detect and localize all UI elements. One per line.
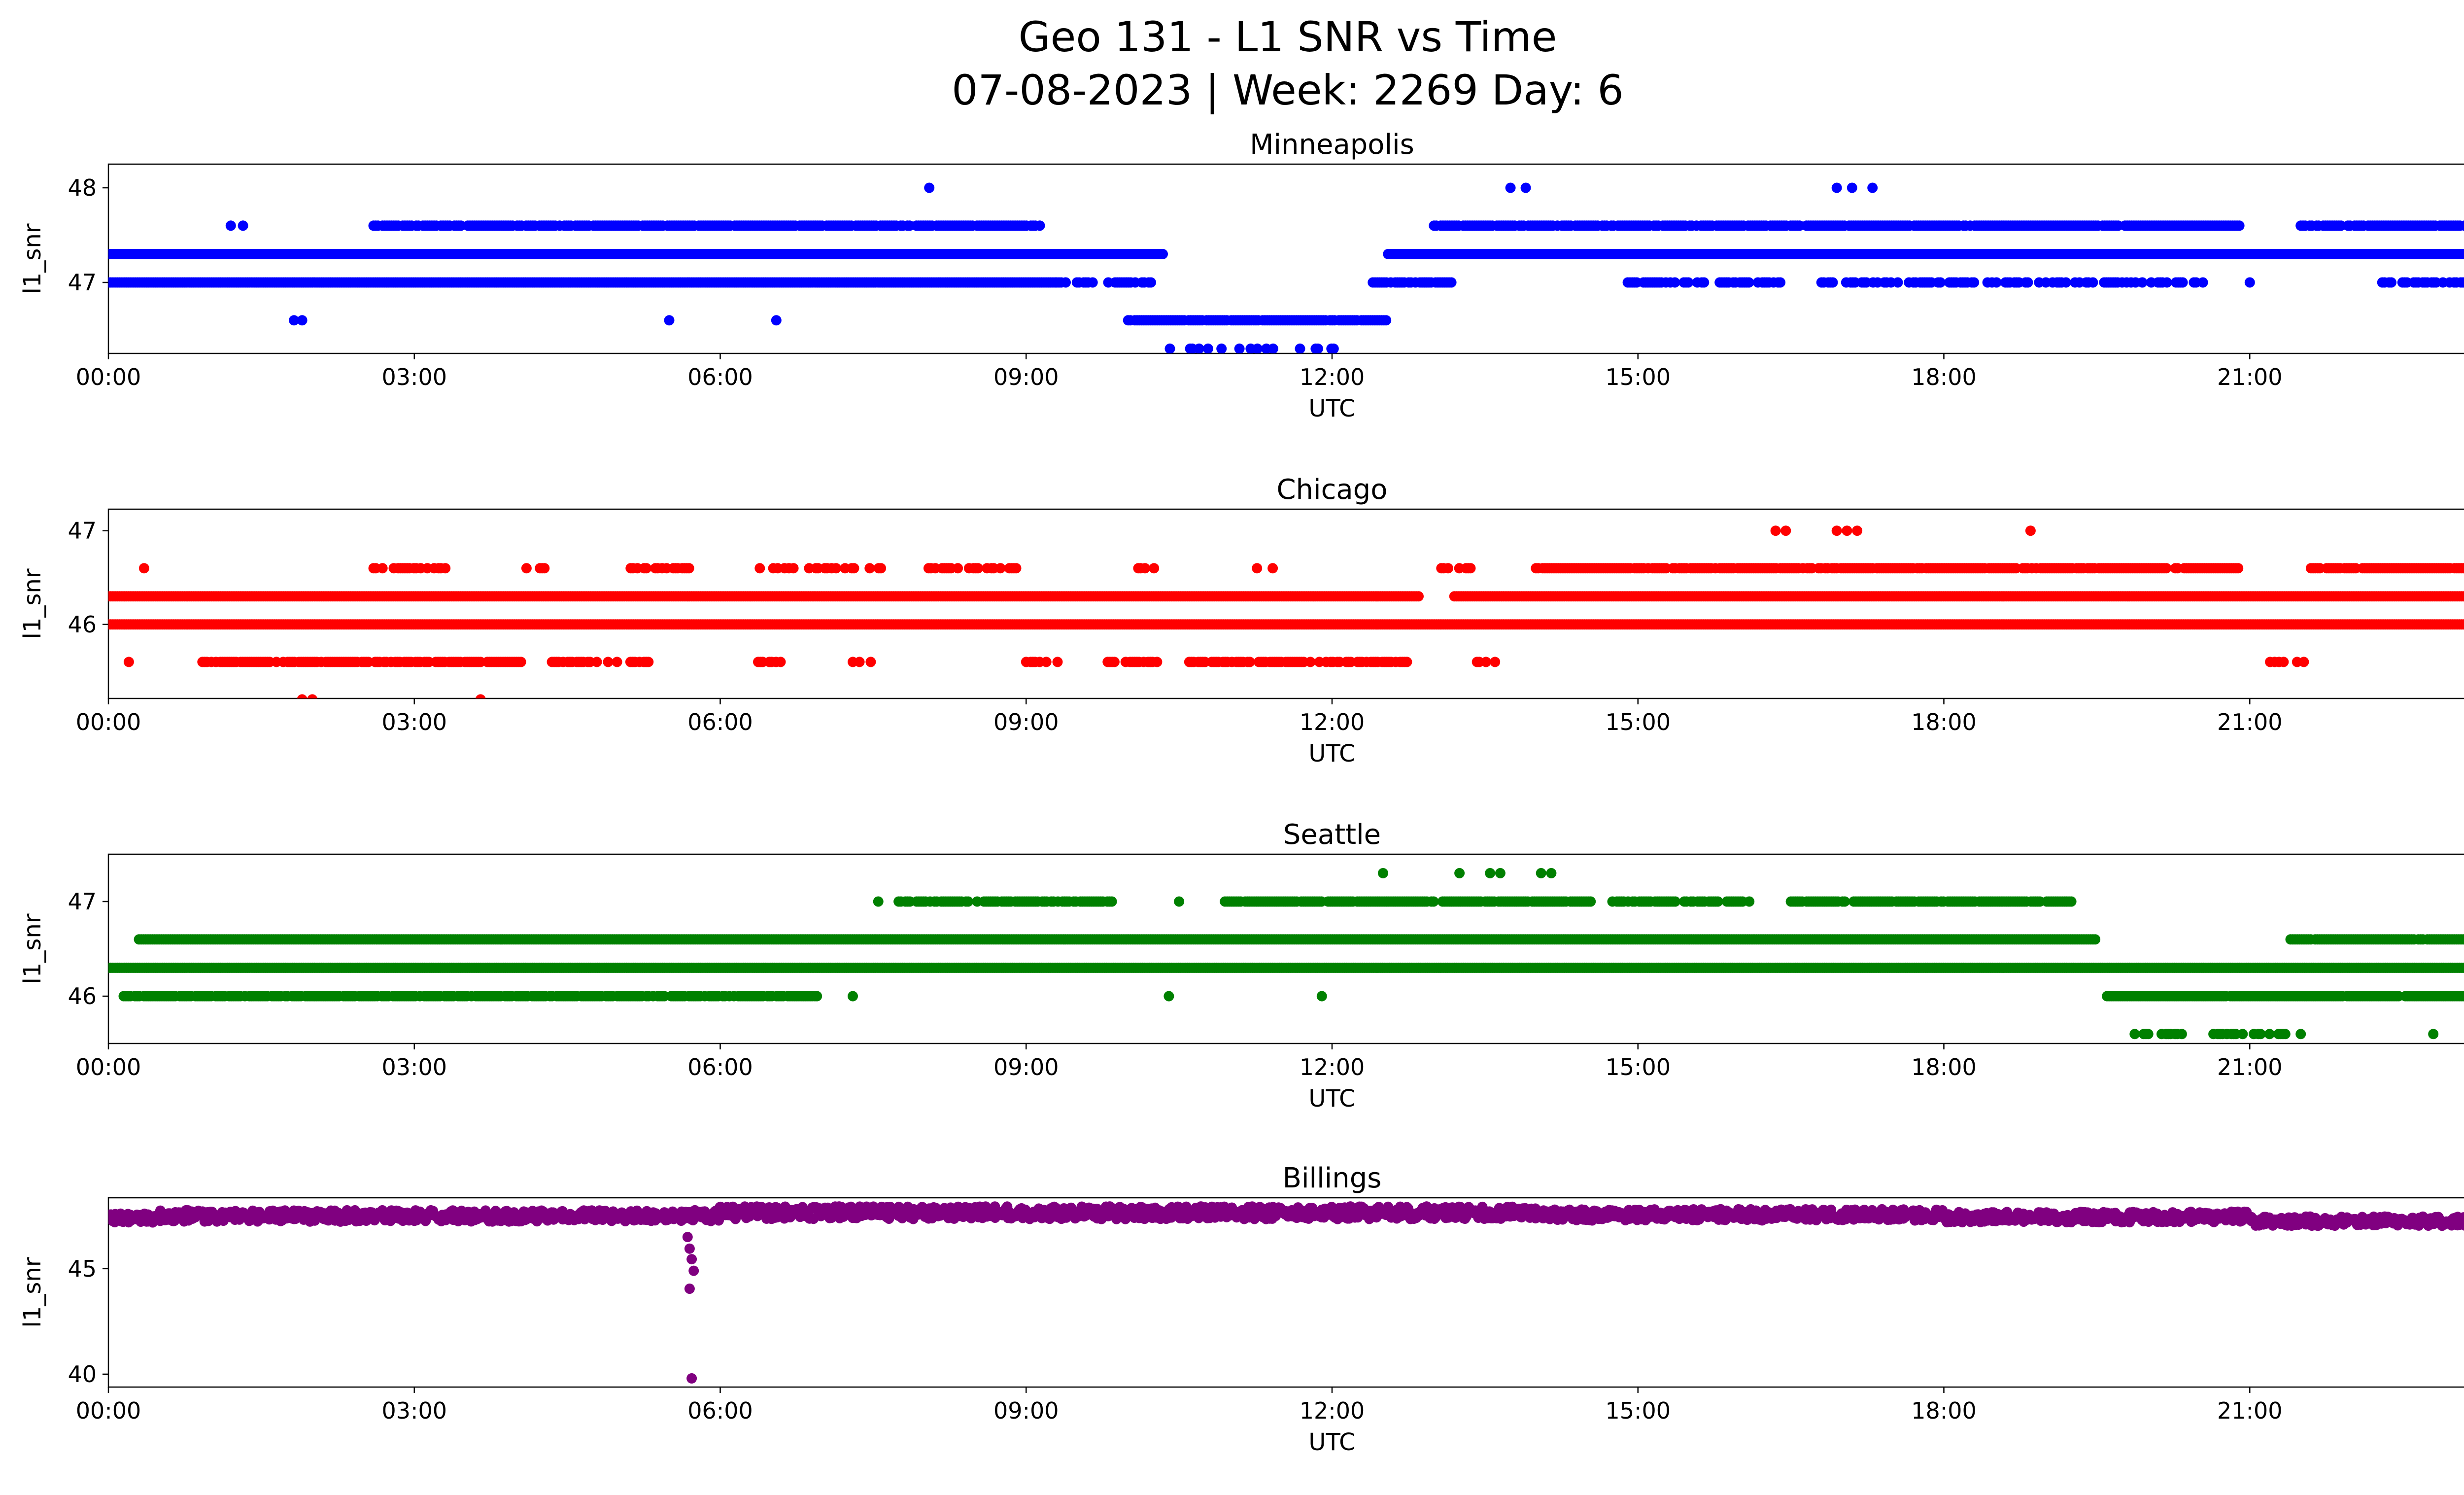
x-tick-label: 18:00	[1911, 709, 1977, 735]
plot-area-billings: 00:00 03:00 06:00 09:00 12:00 15:00 18:00 21:00…	[68, 1197, 2464, 1424]
subplot-minneapolis: Minneapolis 00:00 03:00 06:00 09:00 12:00 15:…	[0, 129, 2464, 454]
subplot-title-billings: Billings	[1282, 1162, 1382, 1194]
x-tick-label: 03:00	[381, 1397, 447, 1424]
x-tick-label: 18:00	[1911, 364, 1977, 390]
axes-frame	[107, 508, 2464, 699]
scatter-points	[108, 182, 2464, 353]
axis-ticks: 00:00 03:00 06:00 09:00 12:00 15:00 18:00 21:00…	[68, 888, 2283, 1080]
subplot-billings: Billings 00:00 03:00 06:00 09:00 12:00 15:00 1…	[0, 1162, 2464, 1488]
x-tick-label: 09:00	[993, 709, 1059, 735]
subplot-title-minneapolis: Minneapolis	[1250, 129, 1414, 161]
y-tick-label: 47	[68, 518, 97, 544]
x-tick-label: 06:00	[687, 1397, 753, 1424]
x-tick-label: 03:00	[381, 364, 447, 390]
x-tick-label: 12:00	[1300, 1054, 1365, 1080]
subplot-chicago: Chicago 00:00 03:00 06:00 09:00 12:00 15:00 18…	[0, 474, 2464, 799]
x-axis-label: UTC	[1308, 740, 1356, 767]
subplot-title-seattle: Seattle	[1283, 819, 1381, 851]
scatter-canvas-chicago: 00:00 03:00 06:00 09:00 12:00 15:00 18:00 21:00…	[68, 508, 2464, 735]
x-axis-label: UTC	[1308, 1428, 1356, 1456]
y-axis-label: l1_snr	[19, 568, 46, 639]
figure-title: Geo 131 - L1 SNR vs Time 07-08-2023 | We…	[0, 11, 2464, 117]
x-tick-label: 03:00	[381, 1054, 447, 1080]
x-tick-label: 09:00	[993, 364, 1059, 390]
x-tick-label: 21:00	[2217, 709, 2283, 735]
scatter-points	[108, 1201, 2464, 1384]
figure-title-line2: 07-08-2023 | Week: 2269 Day: 6	[952, 66, 1624, 114]
x-axis-label: UTC	[1308, 1085, 1356, 1113]
x-tick-label: 12:00	[1300, 709, 1365, 735]
scatter-points	[108, 868, 2464, 1040]
axis-ticks: 00:00 03:00 06:00 09:00 12:00 15:00 18:00 21:00…	[68, 1255, 2283, 1424]
x-axis-label: UTC	[1308, 395, 1356, 422]
figure-title-line1: Geo 131 - L1 SNR vs Time	[1018, 13, 1557, 61]
y-axis-label: l1_snr	[19, 223, 46, 294]
x-tick-label: 21:00	[2217, 1397, 2283, 1424]
subplot-seattle: Seattle 00:00 03:00 06:00 09:00 12:00 15:00 18…	[0, 819, 2464, 1144]
x-tick-label: 00:00	[76, 709, 141, 735]
plot-area-chicago: 00:00 03:00 06:00 09:00 12:00 15:00 18:00 21:00…	[68, 508, 2464, 735]
axis-ticks: 00:00 03:00 06:00 09:00 12:00 15:00 18:00 21:00…	[68, 518, 2283, 735]
x-tick-label: 03:00	[381, 709, 447, 735]
x-tick-label: 00:00	[76, 364, 141, 390]
scatter-points	[108, 525, 2464, 698]
y-tick-label: 47	[68, 269, 97, 296]
scatter-canvas-minneapolis: 00:00 03:00 06:00 09:00 12:00 15:00 18:00 21:00…	[68, 163, 2464, 390]
x-tick-label: 09:00	[993, 1397, 1059, 1424]
y-tick-label: 46	[68, 983, 97, 1009]
y-tick-label: 47	[68, 888, 97, 915]
x-tick-label: 00:00	[76, 1397, 141, 1424]
plot-area-seattle: 00:00 03:00 06:00 09:00 12:00 15:00 18:00 21:00…	[68, 853, 2464, 1080]
axes-frame	[107, 853, 2464, 1044]
x-tick-label: 15:00	[1605, 364, 1671, 390]
x-tick-label: 12:00	[1300, 364, 1365, 390]
plot-area-minneapolis: 00:00 03:00 06:00 09:00 12:00 15:00 18:00 21:00…	[68, 163, 2464, 390]
y-tick-label: 45	[68, 1255, 97, 1282]
x-tick-label: 15:00	[1605, 709, 1671, 735]
x-tick-label: 12:00	[1300, 1397, 1365, 1424]
y-axis-label: l1_snr	[19, 1257, 46, 1328]
axis-ticks: 00:00 03:00 06:00 09:00 12:00 15:00 18:00 21:00…	[68, 174, 2283, 390]
y-tick-label: 46	[68, 611, 97, 638]
y-axis-label: l1_snr	[19, 913, 46, 984]
scatter-canvas-billings: 00:00 03:00 06:00 09:00 12:00 15:00 18:00 21:00…	[68, 1197, 2464, 1424]
x-tick-label: 15:00	[1605, 1054, 1671, 1080]
x-tick-label: 21:00	[2217, 364, 2283, 390]
x-tick-label: 18:00	[1911, 1054, 1977, 1080]
subplot-title-chicago: Chicago	[1276, 474, 1388, 506]
scatter-canvas-seattle: 00:00 03:00 06:00 09:00 12:00 15:00 18:00 21:00…	[68, 853, 2464, 1080]
axes-frame	[107, 1197, 2464, 1388]
x-tick-label: 21:00	[2217, 1054, 2283, 1080]
y-tick-label: 48	[68, 174, 97, 201]
x-tick-label: 15:00	[1605, 1397, 1671, 1424]
x-tick-label: 18:00	[1911, 1397, 1977, 1424]
x-tick-label: 09:00	[993, 1054, 1059, 1080]
y-tick-label: 40	[68, 1361, 97, 1388]
x-tick-label: 00:00	[76, 1054, 141, 1080]
x-tick-label: 06:00	[687, 709, 753, 735]
x-tick-label: 06:00	[687, 1054, 753, 1080]
x-tick-label: 06:00	[687, 364, 753, 390]
